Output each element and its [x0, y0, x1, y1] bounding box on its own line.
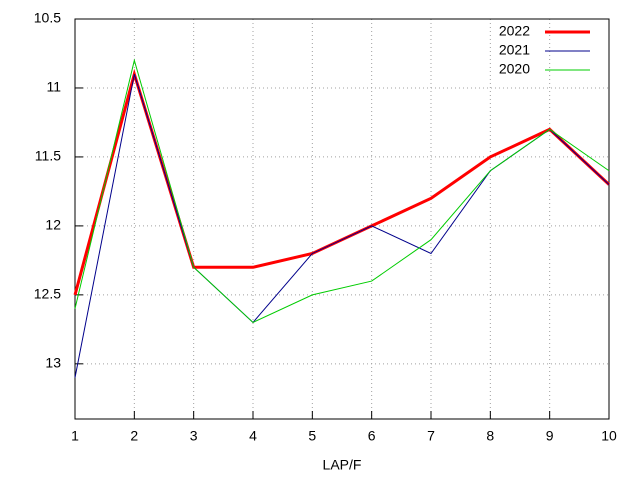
x-tick-label: 3 — [190, 428, 198, 444]
series-line — [74, 58, 610, 324]
x-tick-label: 8 — [486, 428, 494, 444]
y-tick-label: 11.5 — [35, 148, 61, 164]
x-tick-label: 4 — [249, 428, 257, 444]
series-line — [73, 68, 611, 296]
y-tick-label: 13 — [45, 355, 61, 371]
legend-label: 2022 — [499, 23, 530, 39]
x-tick-label: 10 — [601, 428, 617, 444]
x-tick-label: 7 — [427, 428, 435, 444]
x-tick-label: 9 — [546, 428, 554, 444]
x-axis-label: LAP/F — [323, 457, 362, 473]
x-tick-label: 5 — [308, 428, 316, 444]
y-tick-label: 12 — [45, 217, 61, 233]
plot-border — [74, 18, 610, 420]
y-tick-label: 10.5 — [34, 10, 61, 26]
y-tick-label: 12.5 — [34, 286, 61, 302]
legend-label: 2021 — [499, 42, 530, 58]
x-tick-label: 6 — [368, 428, 376, 444]
y-tick-label: 11 — [46, 79, 61, 95]
x-tick-label: 1 — [71, 428, 79, 444]
legend-label: 2020 — [499, 61, 530, 77]
x-tick-label: 2 — [130, 428, 138, 444]
